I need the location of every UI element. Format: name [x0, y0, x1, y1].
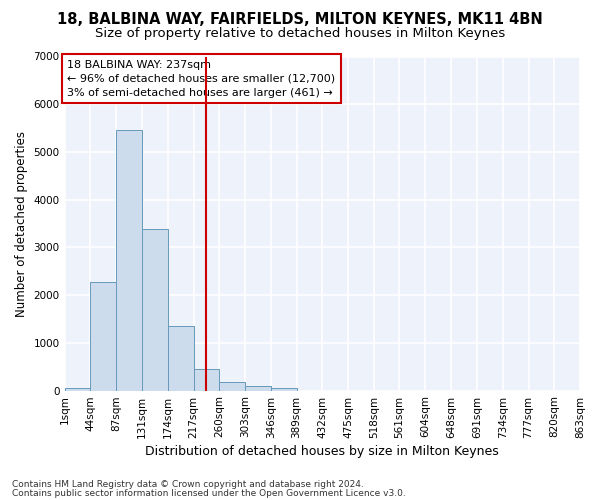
Bar [142, 230, 168, 390]
Y-axis label: Number of detached properties: Number of detached properties [15, 130, 28, 316]
Bar [194, 369, 220, 390]
Bar [90, 282, 116, 391]
Bar [245, 386, 271, 390]
X-axis label: Distribution of detached houses by size in Milton Keynes: Distribution of detached houses by size … [145, 444, 499, 458]
Bar [168, 326, 194, 390]
Text: Contains public sector information licensed under the Open Government Licence v3: Contains public sector information licen… [12, 488, 406, 498]
Text: 18, BALBINA WAY, FAIRFIELDS, MILTON KEYNES, MK11 4BN: 18, BALBINA WAY, FAIRFIELDS, MILTON KEYN… [57, 12, 543, 28]
Bar [220, 382, 245, 390]
Bar [116, 130, 142, 390]
Text: Contains HM Land Registry data © Crown copyright and database right 2024.: Contains HM Land Registry data © Crown c… [12, 480, 364, 489]
Bar [271, 388, 296, 390]
Text: Size of property relative to detached houses in Milton Keynes: Size of property relative to detached ho… [95, 28, 505, 40]
Bar [65, 388, 90, 390]
Text: 18 BALBINA WAY: 237sqm
← 96% of detached houses are smaller (12,700)
3% of semi-: 18 BALBINA WAY: 237sqm ← 96% of detached… [67, 60, 335, 98]
